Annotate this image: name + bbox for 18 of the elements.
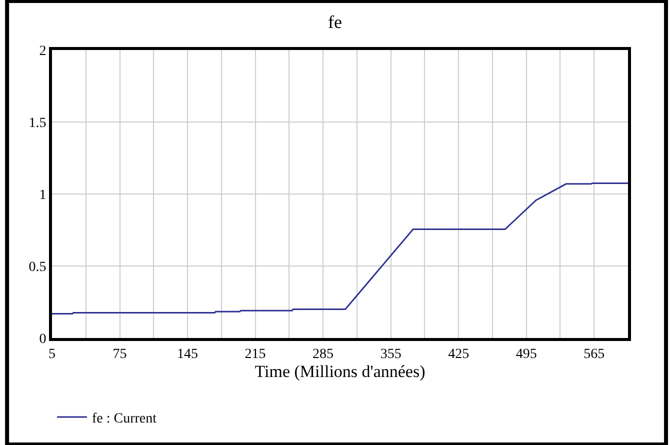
- chart-title: fe: [328, 12, 342, 32]
- x-tick-label: 425: [448, 346, 470, 362]
- x-axis-title: Time (Millions d'années): [254, 362, 426, 381]
- x-tick-label: 285: [312, 346, 334, 362]
- x-tick-label: 355: [380, 346, 402, 362]
- x-tick-label: 5: [48, 346, 56, 362]
- y-tick-label: 1.5: [28, 116, 46, 131]
- y-tick-label: 0.5: [28, 260, 46, 275]
- x-tick-label: 215: [244, 346, 266, 362]
- x-tick-label: 565: [584, 346, 605, 362]
- x-tick-label: 495: [516, 346, 537, 362]
- x-tick-label: 75: [112, 346, 127, 362]
- legend-label: fe : Current: [92, 411, 157, 426]
- x-tick-label: 145: [177, 346, 198, 362]
- y-tick-label: 0: [39, 332, 46, 347]
- line-series: [52, 182, 628, 315]
- y-tick-label: 2: [39, 44, 46, 59]
- y-tick-label: 1: [39, 188, 46, 203]
